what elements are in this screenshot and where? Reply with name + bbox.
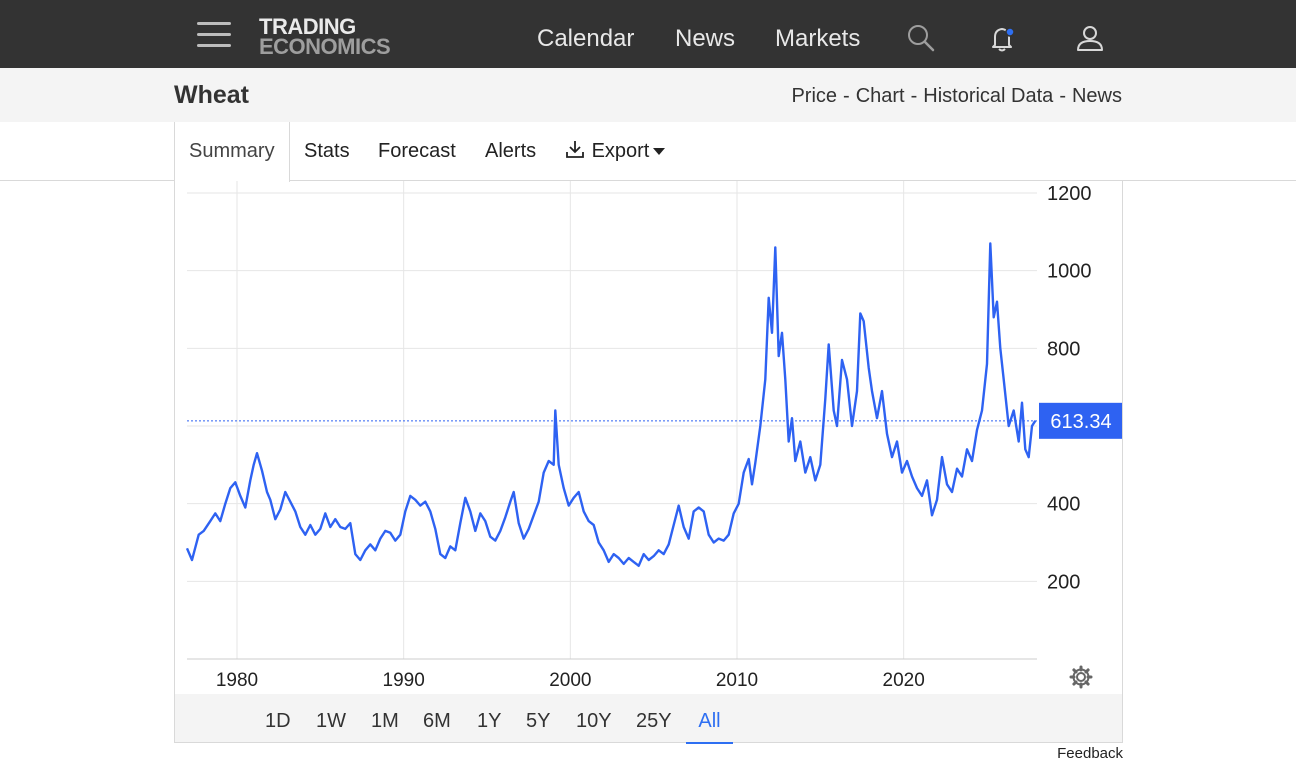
separator: - (843, 85, 850, 107)
notification-dot (1005, 27, 1015, 37)
range-1d-button[interactable]: 1D (265, 710, 291, 732)
chart-tabs: Summary Stats Forecast Alerts Export (0, 122, 1296, 182)
range-1y-button[interactable]: 1Y (477, 710, 502, 732)
range-1m-button[interactable]: 1M (371, 710, 399, 732)
caret-down-icon (653, 148, 666, 156)
x-tick-label: 2020 (883, 670, 925, 691)
y-tick-label: 1000 (1047, 261, 1092, 283)
bell-icon[interactable] (987, 22, 1019, 54)
tab-forecast[interactable]: Forecast (378, 140, 456, 162)
logo-top-text: TRADING (259, 14, 356, 39)
chart-link[interactable]: Chart (855, 85, 905, 107)
wheat-price-line[interactable] (185, 242, 1037, 567)
price-chart-panel: 200 400 800 1000 1200 1980 1990 2000 2010 2020 613… (174, 181, 1123, 743)
download-icon (566, 141, 584, 158)
user-icon[interactable] (1074, 22, 1106, 54)
page-title: Wheat (174, 81, 249, 109)
tab-summary[interactable]: Summary (174, 122, 290, 182)
search-icon[interactable] (905, 22, 937, 54)
y-tick-label: 800 (1047, 338, 1080, 360)
gear-icon[interactable] (1069, 665, 1093, 689)
news-link[interactable]: News (1071, 85, 1122, 107)
range-6m-button[interactable]: 6M (423, 710, 451, 732)
section-links: Price - Chart - Historical Data - News (791, 85, 1122, 108)
x-tick-label: 2010 (716, 670, 758, 691)
price-line-chart[interactable]: 200 400 800 1000 1200 1980 1990 2000 2010 2020 613… (175, 181, 1122, 694)
range-all-button[interactable]: All (686, 710, 733, 744)
last-value-badge (1039, 402, 1122, 439)
separator: - (1059, 85, 1066, 107)
last-value-label: 613.34 (1050, 411, 1111, 433)
x-tick-label: 1980 (216, 670, 258, 691)
tab-stats[interactable]: Stats (304, 140, 350, 162)
trading-economics-logo[interactable]: TRADING ECONOMICS (259, 14, 429, 61)
page-subheader: Wheat Price - Chart - Historical Data - News (0, 68, 1296, 122)
range-25y-button[interactable]: 25Y (636, 710, 672, 732)
price-link[interactable]: Price (791, 85, 838, 107)
nav-news-link[interactable]: News (675, 25, 736, 52)
tab-export[interactable]: Export (564, 122, 666, 181)
export-label: Export (591, 140, 650, 162)
separator: - (910, 85, 918, 107)
historical-data-link[interactable]: Historical Data (923, 85, 1054, 107)
feedback-link[interactable]: Feedback (1057, 745, 1123, 762)
time-range-selector: 1D 1W 1M 6M 1Y 5Y 10Y 25Y All (175, 694, 1122, 744)
range-5y-button[interactable]: 5Y (526, 710, 551, 732)
logo-bottom-text: ECONOMICS (259, 34, 391, 59)
x-tick-label: 1990 (383, 670, 425, 691)
range-10y-button[interactable]: 10Y (576, 710, 612, 732)
y-tick-label: 400 (1047, 494, 1080, 516)
nav-calendar-link[interactable]: Calendar (537, 25, 635, 52)
top-navigation-bar: TRADING ECONOMICS Calendar News Markets (0, 0, 1296, 68)
x-tick-label: 2000 (549, 670, 591, 691)
nav-markets-link[interactable]: Markets (775, 25, 861, 52)
range-1w-button[interactable]: 1W (316, 710, 346, 732)
y-tick-label: 200 (1047, 571, 1080, 593)
menu-icon[interactable] (197, 22, 231, 48)
y-tick-label: 1200 (1047, 183, 1092, 205)
tab-alerts[interactable]: Alerts (485, 140, 537, 162)
